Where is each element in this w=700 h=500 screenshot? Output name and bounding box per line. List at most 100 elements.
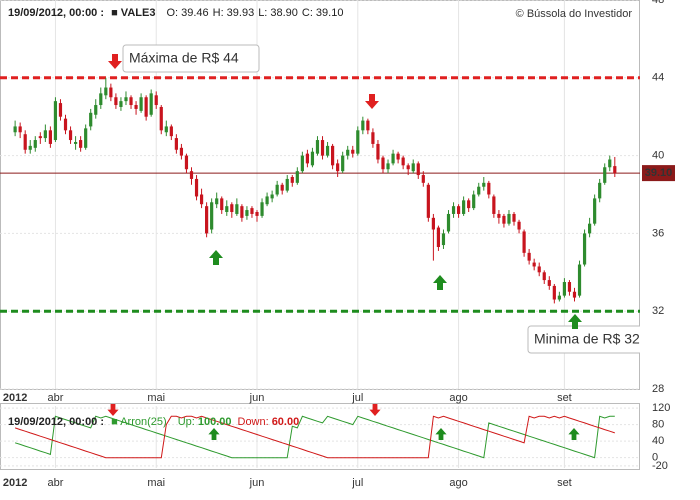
candle-body <box>235 204 239 214</box>
candle-body <box>174 138 178 150</box>
y-tick-label: 48 <box>652 0 664 6</box>
candle-body <box>522 231 526 253</box>
candle-body <box>205 206 209 234</box>
candle-body <box>33 140 37 148</box>
candle-body <box>53 101 58 141</box>
candle-body <box>588 223 592 234</box>
candle-body <box>608 159 612 168</box>
candle-body <box>552 285 556 300</box>
copyright: © Bússola do Investidor <box>516 8 633 20</box>
legend: Up: 100.00 Down: 60.00 <box>178 416 306 428</box>
candle-body <box>492 196 496 214</box>
symbol: VALE3 <box>120 7 156 19</box>
candle-body <box>250 208 254 214</box>
indicator: Arron(25) <box>120 416 167 428</box>
candle-body <box>169 126 173 137</box>
indicator-header: 19/09/2012, 00:00 : ■ Arron(25) Up: 100.0… <box>8 416 309 428</box>
field-label: O: <box>166 7 179 19</box>
candle-body <box>451 206 456 214</box>
x-tick-label: mai <box>147 477 165 489</box>
y-tick-label: 40 <box>652 150 664 162</box>
candle-body <box>406 165 410 170</box>
candle-body <box>371 132 375 144</box>
y-tick-label: 36 <box>652 227 664 239</box>
candle-body <box>330 145 335 166</box>
candle-body <box>43 130 47 139</box>
candle-body <box>300 155 304 172</box>
candle-body <box>48 130 52 144</box>
sub-panel-border <box>0 403 640 470</box>
candle-body <box>13 126 17 133</box>
candle-body <box>416 163 420 176</box>
x-tick-label: 2012 <box>3 477 27 489</box>
annotation-text: Minima de R$ 32 <box>534 331 640 347</box>
field-label: H: <box>212 7 224 19</box>
candle-body <box>472 194 476 209</box>
candle-body <box>456 206 461 214</box>
candle-body <box>179 147 184 156</box>
candle-body <box>366 120 370 131</box>
candle-body <box>134 105 138 109</box>
candle-body <box>144 97 148 117</box>
candle-body <box>603 167 607 183</box>
candle-body <box>557 295 561 300</box>
y-tick-label: -20 <box>652 460 668 472</box>
main-plot: Máxima de R$ 44 Minima de R$ 32 <box>0 0 640 390</box>
candle-body <box>356 130 360 154</box>
legend-label: Up: <box>177 416 195 428</box>
indicator-line <box>14 415 615 459</box>
candle-body <box>431 217 435 230</box>
candle-body <box>230 204 234 213</box>
sub-plot <box>0 406 640 468</box>
y-tick-label: 28 <box>652 383 664 395</box>
candle-body <box>124 97 128 102</box>
candle-body <box>109 87 113 98</box>
candle-body <box>129 97 133 106</box>
candle-body <box>154 95 158 106</box>
candle-body <box>255 212 259 216</box>
candle-body <box>38 136 42 139</box>
candle-body <box>477 186 481 195</box>
sell-arrow <box>107 404 119 416</box>
candle-body <box>537 266 541 273</box>
header-date: 19/09/2012, 00:00 : <box>8 7 105 19</box>
candle-body <box>210 202 214 230</box>
candle-body <box>275 184 279 195</box>
candle-body <box>361 120 365 131</box>
candle-body <box>23 134 27 150</box>
candle-body <box>497 213 501 218</box>
legend-label: Down: <box>237 416 269 428</box>
candle-body <box>411 163 415 172</box>
ohlc-fields: O: 39.46 H: 39.93 L: 38.90 C: 39.10 <box>167 7 348 19</box>
candle-body <box>446 213 451 232</box>
candle-body <box>184 155 189 170</box>
candle-body <box>220 198 224 211</box>
candle-body <box>441 233 446 246</box>
candle-body <box>305 153 310 164</box>
candle-body <box>401 157 405 166</box>
candle-body <box>270 194 274 199</box>
y-tick-label: 40 <box>652 435 664 447</box>
candle-body <box>280 184 284 191</box>
x-tick-label: abr <box>47 477 63 489</box>
candle-body <box>517 221 521 230</box>
header-date: 19/09/2012, 00:00 : <box>8 416 105 428</box>
candle-body <box>547 280 551 286</box>
candle-body <box>341 155 345 172</box>
candle-body <box>320 140 325 156</box>
buy-arrow <box>568 314 582 329</box>
candle-body <box>159 106 163 131</box>
y-tick-label: 32 <box>652 305 664 317</box>
candle-body <box>68 130 73 141</box>
y-tick-label: 120 <box>652 402 670 414</box>
annotation-box <box>527 325 640 354</box>
signal-arrows <box>108 54 582 329</box>
candle-body <box>119 101 123 107</box>
x-tick-label: jul <box>351 477 363 489</box>
buy-arrow <box>568 428 580 440</box>
x-tick-label: ago <box>449 392 467 404</box>
candle-body <box>512 213 516 222</box>
candle-body <box>73 141 78 144</box>
buy-arrow <box>435 428 447 440</box>
candle-body <box>325 145 330 156</box>
